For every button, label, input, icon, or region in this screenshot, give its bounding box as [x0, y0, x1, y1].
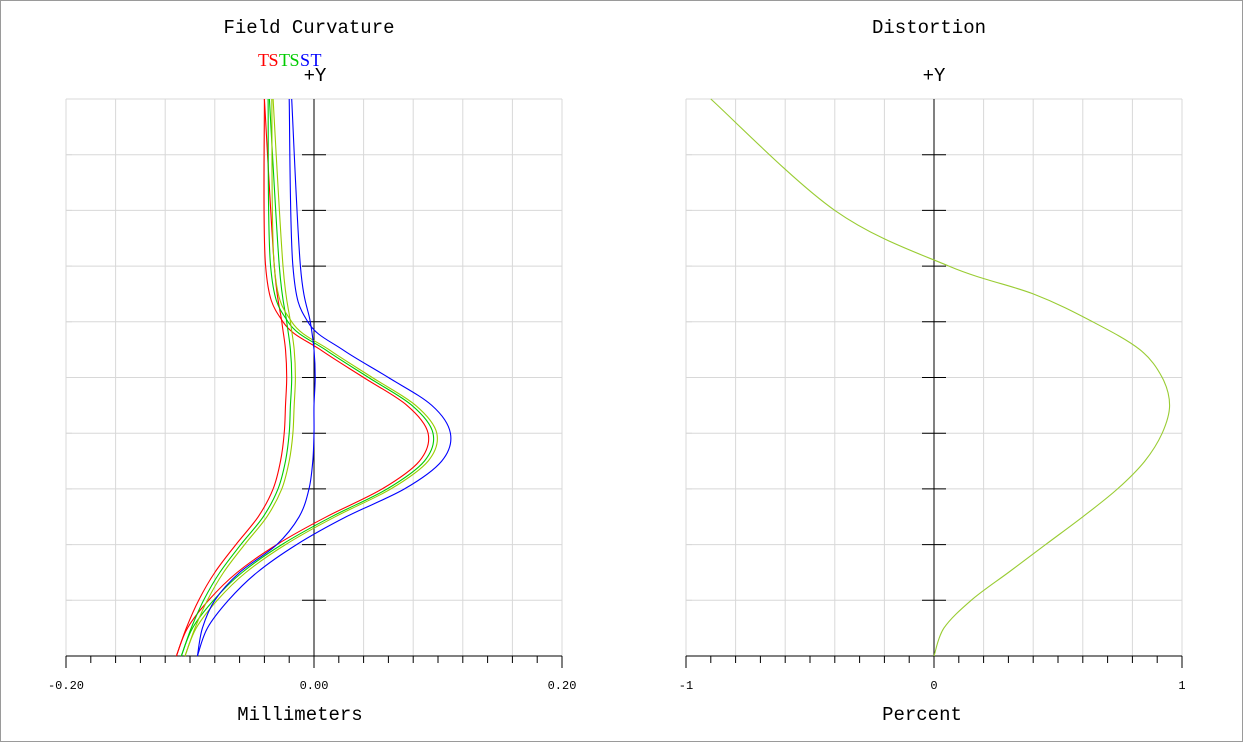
legend-entry: T — [311, 50, 322, 70]
distortion-series-line — [710, 98, 1171, 657]
x-tick-label: 0 — [930, 679, 937, 693]
field-curvature-title: Field Curvature — [223, 17, 394, 39]
x-tick-label: 1 — [1178, 679, 1185, 693]
legend-entry: S — [290, 50, 300, 70]
field-curvature-curves — [175, 98, 452, 657]
field-curvature-y-axis-label: +Y — [304, 65, 327, 87]
x-tick-label: -1 — [679, 679, 693, 693]
distortion-tick-labels: -1 0 1 — [679, 679, 1186, 693]
x-tick-label: -0.20 — [48, 679, 84, 693]
legend-entry: T — [258, 50, 269, 70]
field-curvature-series-line — [184, 98, 438, 657]
legend-entry: S — [269, 50, 279, 70]
legend-entry: T — [279, 50, 290, 70]
distortion-axes — [685, 99, 1183, 668]
field-curvature-series-line — [175, 98, 430, 657]
distortion-y-axis-label: +Y — [923, 65, 946, 87]
field-curvature-series-line — [184, 98, 296, 657]
legend-entry: S — [300, 50, 310, 70]
x-tick-label: 0.00 — [300, 679, 329, 693]
field-curvature-tick-labels: -0.20 0.00 0.20 — [48, 679, 576, 693]
field-curvature-series-line — [180, 98, 293, 657]
field-curvature-x-axis-label: Millimeters — [237, 704, 362, 726]
field-curvature-axes — [65, 99, 563, 668]
x-tick-label: 0.20 — [548, 679, 577, 693]
distortion-curves — [710, 98, 1171, 657]
field-curvature-series-line — [196, 98, 316, 657]
distortion-x-axis-label: Percent — [882, 704, 962, 726]
distortion-panel: Distortion +Y -1 0 1 Percent — [679, 17, 1186, 726]
distortion-title: Distortion — [872, 17, 986, 39]
field-curvature-series-line — [196, 98, 452, 657]
field-curvature-series-line — [175, 98, 288, 657]
